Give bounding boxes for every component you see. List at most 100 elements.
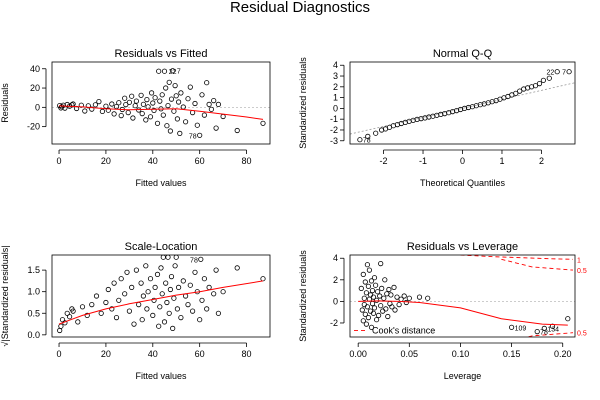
data-point (164, 123, 170, 129)
x-tick-label: -1 (419, 156, 427, 166)
data-point (392, 307, 398, 313)
x-tick-label: -2 (380, 156, 388, 166)
data-point (362, 279, 368, 285)
y-tick-label: -1 (330, 114, 338, 124)
cooks-level-label: 0.5 (577, 331, 587, 338)
y-tick-label: 2 (333, 82, 338, 92)
data-point (173, 93, 179, 99)
data-point (386, 286, 392, 293)
data-point (176, 99, 182, 105)
y-tick-label: 0 (333, 296, 338, 306)
data-point (367, 308, 374, 314)
data-point (161, 68, 168, 74)
data-point (168, 273, 175, 280)
data-point (373, 130, 379, 136)
y-tick-label: 0.0 (27, 330, 40, 340)
data-point (365, 283, 371, 289)
data-point (187, 84, 193, 90)
data-point (176, 284, 182, 290)
data-point (166, 79, 172, 85)
data-point (140, 101, 146, 107)
data-point (140, 293, 146, 299)
data-point (234, 265, 240, 271)
data-point (380, 308, 386, 314)
panel-title: Scale-Location (125, 241, 198, 253)
x-axis-label: Leverage (444, 371, 482, 381)
data-point (199, 297, 205, 303)
data-point (215, 101, 221, 108)
cooks-distance-line (501, 258, 574, 271)
data-point (166, 310, 172, 316)
data-point (396, 301, 402, 308)
data-point (89, 106, 95, 112)
y-axis-label: Standardized residuals (298, 57, 308, 149)
data-point (383, 306, 389, 312)
data-point (96, 99, 102, 105)
data-point (111, 111, 117, 117)
point-annotation: 22 (546, 70, 554, 77)
data-point (357, 137, 363, 143)
data-point (105, 286, 111, 293)
y-tick-label: 20 (30, 83, 40, 93)
data-point (170, 325, 176, 331)
point-annotation: 78 (190, 257, 198, 264)
data-point (92, 102, 99, 108)
data-point (85, 103, 91, 109)
x-axis-label: Theoretical Quantiles (420, 178, 506, 188)
data-point (164, 299, 170, 306)
y-axis-label: √|Standardized residuals| (0, 245, 10, 346)
data-point (534, 328, 540, 335)
data-point (378, 260, 384, 267)
data-point (185, 301, 191, 308)
data-point (67, 314, 73, 320)
data-point (64, 310, 70, 316)
data-point (157, 304, 163, 310)
data-point (541, 325, 547, 331)
data-point (565, 316, 571, 322)
plot-frame (349, 254, 576, 338)
data-point (147, 276, 154, 282)
data-point (198, 256, 204, 262)
data-point (213, 267, 219, 273)
y-axis-label: Standardized residuals (298, 250, 308, 342)
data-point (418, 116, 424, 122)
data-point (370, 310, 377, 316)
plot-frame (51, 61, 271, 145)
data-point (211, 98, 217, 104)
data-point (183, 119, 189, 125)
data-point (213, 125, 219, 131)
data-point (199, 92, 205, 98)
data-point (513, 90, 519, 96)
x-tick-label: 0 (57, 349, 62, 359)
data-point (111, 280, 117, 286)
cooks-distance-line (525, 332, 574, 337)
data-point (172, 263, 178, 269)
data-point (171, 295, 177, 301)
x-tick-label: 60 (195, 156, 205, 166)
point-annotation: 22 (169, 69, 177, 76)
x-tick-label: 0 (460, 156, 465, 166)
data-point (389, 304, 395, 310)
point-annotation: 78 (540, 330, 548, 337)
data-point (57, 327, 63, 334)
x-tick-label: 80 (242, 156, 252, 166)
x-tick-label: 20 (101, 156, 111, 166)
data-point (139, 111, 145, 117)
data-point (139, 317, 145, 323)
data-point (220, 113, 226, 120)
y-tick-label: 2 (333, 275, 338, 285)
cooks-level-label: 1 (577, 257, 581, 264)
data-point (178, 90, 184, 96)
x-tick-label: 1 (499, 156, 504, 166)
cooks-distance-line (461, 344, 574, 348)
data-point (143, 263, 149, 269)
data-point (157, 98, 163, 104)
point-annotation: 109 (515, 325, 527, 332)
y-axis-label: Residuals (0, 83, 10, 123)
data-point (362, 311, 368, 317)
data-point (152, 95, 158, 101)
data-point (406, 295, 412, 301)
data-point (70, 308, 76, 314)
data-point (168, 96, 175, 102)
data-point (152, 284, 158, 290)
